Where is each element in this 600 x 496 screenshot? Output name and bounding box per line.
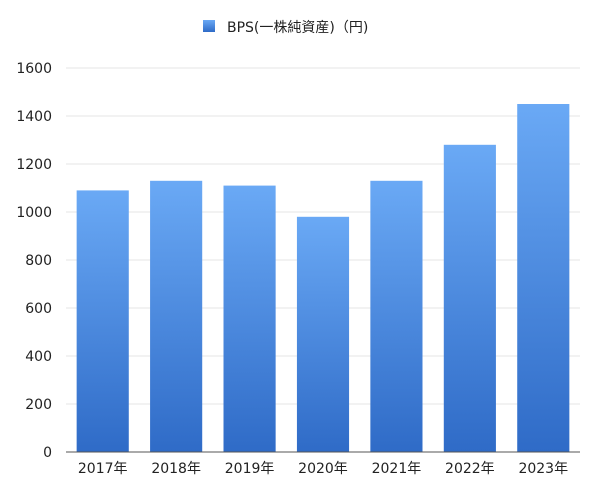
bar-2017年 [76, 190, 129, 452]
bar-2022年 [443, 144, 496, 453]
bar-2021年 [370, 180, 423, 453]
legend-label: BPS(一株純資産)（円) [227, 20, 368, 36]
y-axis-ticks: 0 200 400 600 800 1000 1200 1400 1600 [16, 61, 52, 461]
bar-2023年 [517, 104, 570, 452]
x-tick-label: 2018年 [151, 461, 201, 477]
y-tick-label: 1600 [16, 61, 52, 77]
x-tick-label: 2023年 [518, 461, 568, 477]
y-tick-label: 1200 [16, 157, 52, 173]
bar-2018年 [150, 180, 203, 453]
x-tick-label: 2019年 [225, 461, 275, 477]
legend: BPS(一株純資産)（円) [203, 20, 368, 36]
x-tick-label: 2022年 [445, 461, 495, 477]
legend-swatch [203, 20, 215, 32]
x-tick-label: 2020年 [298, 461, 348, 477]
y-tick-label: 600 [25, 301, 52, 317]
y-tick-label: 400 [25, 349, 52, 365]
y-tick-label: 1000 [16, 205, 52, 221]
y-tick-label: 200 [25, 397, 52, 413]
y-tick-label: 1400 [16, 109, 52, 125]
y-tick-label: 0 [43, 445, 52, 461]
x-tick-label: 2017年 [78, 461, 128, 477]
bars [76, 104, 570, 453]
bar-2019年 [223, 185, 276, 452]
y-tick-label: 800 [25, 253, 52, 269]
x-tick-label: 2021年 [372, 461, 422, 477]
bar-2020年 [296, 216, 350, 452]
x-axis-ticks: 2017年 2018年 2019年 2020年 2021年 2022年 2023年 [78, 461, 568, 477]
